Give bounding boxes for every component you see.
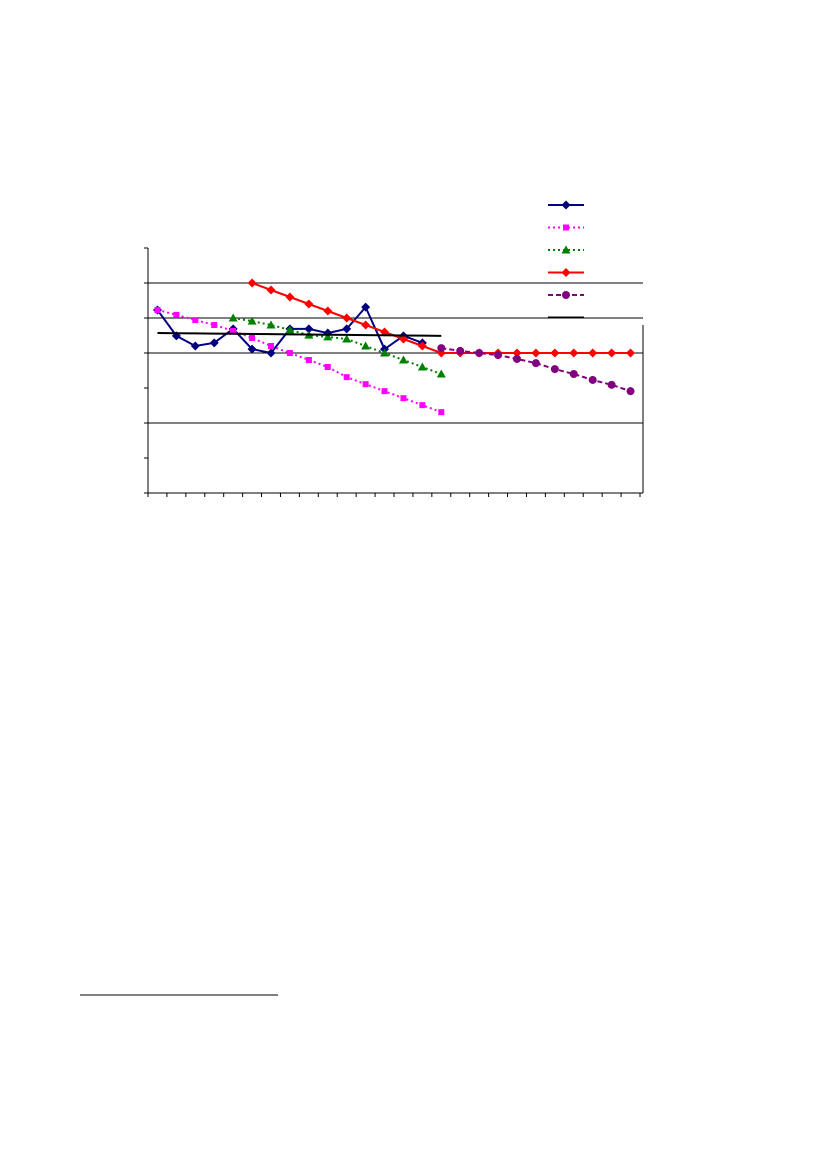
marker [342,313,352,323]
series-line [232,317,442,375]
marker [381,388,388,395]
marker [512,348,522,358]
marker [436,369,446,378]
marker [247,316,257,325]
marker [361,320,371,330]
marker [380,348,390,357]
marker [626,348,636,358]
series-line [157,332,442,337]
marker [247,278,257,288]
marker [154,306,161,313]
series-line [441,347,631,393]
marker [343,374,350,381]
marker [249,334,256,341]
legend-key-marker [563,224,569,231]
marker [323,306,333,316]
marker [324,364,331,370]
marker [607,348,617,358]
marker [398,334,408,344]
marker [266,320,276,329]
marker [569,348,579,358]
marker [607,380,616,389]
marker [456,346,465,355]
legend-key-marker [561,268,571,277]
marker [513,354,521,363]
marker [588,375,597,384]
marker [211,322,218,328]
marker [531,348,541,358]
marker [588,348,598,358]
marker [475,349,484,357]
marker [437,344,446,353]
marker [417,362,427,371]
marker [285,325,295,334]
marker [569,370,578,378]
marker [192,317,199,324]
legend-key-marker [561,200,571,210]
marker [304,324,314,334]
marker [268,343,274,349]
marker [362,381,369,388]
marker [398,355,408,364]
marker [173,311,180,318]
marker [342,334,352,343]
marker [419,402,426,409]
marker [417,341,427,351]
marker [228,313,238,322]
marker [380,327,390,337]
marker [209,338,219,348]
marker [438,409,445,416]
marker [550,348,560,358]
marker [286,350,293,356]
marker [305,357,312,363]
marker [494,351,503,360]
marker [361,302,371,312]
marker [304,299,314,309]
legend-key-marker [562,291,570,299]
marker [531,359,540,368]
marker [626,387,635,396]
marker [266,285,276,295]
marker [342,324,352,334]
marker [190,341,200,351]
marker [230,327,237,334]
marker [400,395,407,402]
marker [285,292,295,302]
legend-key-marker [561,245,571,254]
series-line [157,308,442,414]
marker [361,341,371,350]
marker [323,332,333,341]
marker [247,344,257,354]
marker [266,348,276,358]
marker [550,365,559,374]
